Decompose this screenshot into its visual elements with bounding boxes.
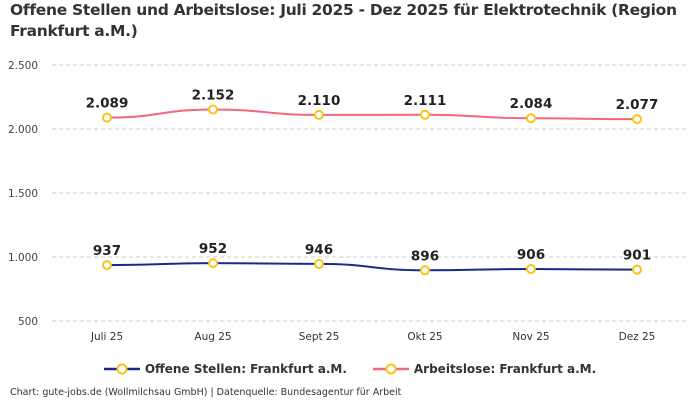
data-label: 2.077 [616, 97, 659, 113]
x-tick-label: Sept 25 [299, 331, 340, 343]
data-point[interactable] [526, 264, 536, 275]
data-label: 952 [199, 241, 227, 257]
data-label: 2.084 [510, 96, 553, 112]
data-point[interactable] [314, 258, 324, 269]
data-point[interactable] [208, 258, 218, 269]
data-point[interactable] [632, 264, 642, 275]
x-tick-label: Dez 25 [619, 331, 656, 343]
data-label: 2.111 [404, 93, 447, 109]
series-line [106, 262, 638, 272]
data-point[interactable] [314, 109, 324, 120]
data-point[interactable] [632, 114, 642, 125]
chart-title: Offene Stellen und Arbeitslose: Juli 202… [10, 1, 677, 40]
y-tick-label: 500 [18, 316, 38, 328]
data-label: 901 [623, 248, 651, 264]
legend-marker-icon [103, 363, 140, 375]
data-label: 2.089 [86, 96, 129, 112]
legend-item-offene-stellen[interactable]: Offene Stellen: Frankfurt a.M. [103, 362, 347, 376]
y-tick-label: 2.500 [8, 60, 38, 72]
legend-item-arbeitslose[interactable]: Arbeitslose: Frankfurt a.M. [372, 362, 597, 376]
y-tick-label: 1.500 [8, 188, 38, 200]
data-label: 896 [411, 248, 439, 264]
y-tick-label: 1.000 [8, 252, 38, 264]
data-label: 2.152 [192, 88, 235, 104]
data-point[interactable] [420, 109, 430, 120]
x-tick-label: Okt 25 [407, 331, 442, 343]
data-point[interactable] [102, 112, 112, 123]
data-point[interactable] [526, 113, 536, 124]
y-tick-label: 2.000 [8, 124, 38, 136]
x-tick-label: Juli 25 [90, 331, 123, 343]
legend-label: Arbeitslose: Frankfurt a.M. [413, 362, 597, 376]
legend-marker-icon [372, 363, 409, 375]
data-label: 906 [517, 247, 545, 263]
legend-label: Offene Stellen: Frankfurt a.M. [144, 362, 347, 376]
data-label: 937 [93, 243, 121, 259]
source-footer: Chart: gute-jobs.de (Wollmilchsau GmbH) … [10, 387, 402, 398]
x-tick-label: Nov 25 [512, 331, 549, 343]
x-tick-label: Aug 25 [194, 331, 231, 343]
series-line [106, 108, 638, 121]
data-point[interactable] [208, 104, 218, 115]
data-label: 2.110 [298, 93, 341, 109]
data-point[interactable] [420, 265, 430, 276]
data-label: 946 [305, 242, 333, 258]
legend: Offene Stellen: Frankfurt a.M. Arbeitslo… [0, 362, 700, 376]
data-point[interactable] [102, 260, 112, 271]
